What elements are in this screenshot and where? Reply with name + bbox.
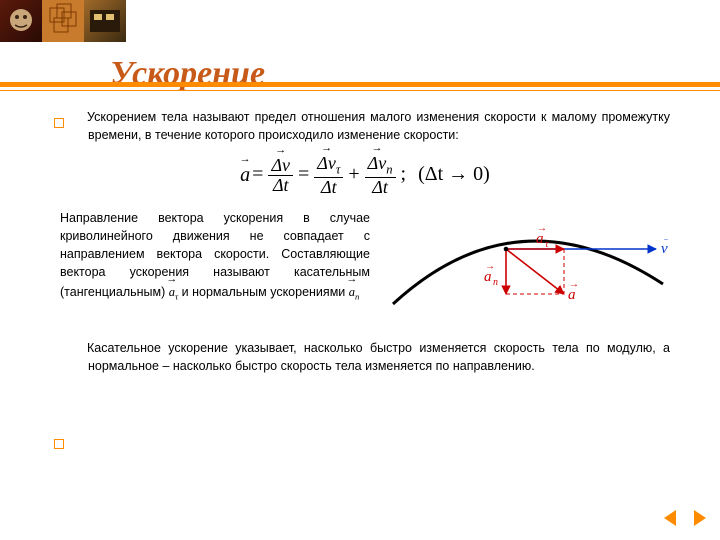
acceleration-diagram: v→a→τa→na→: [388, 209, 668, 329]
normal-symbol: an: [349, 285, 360, 299]
bullet-1: [54, 118, 64, 128]
direction-paragraph: Направление вектора ускорения в случае к…: [60, 209, 370, 304]
slide-body: Ускорением тела называют предел отношени…: [60, 108, 670, 383]
tangential-symbol: aτ: [169, 285, 178, 299]
para1-rest: тела называют предел отношения малого из…: [88, 110, 670, 142]
svg-text:n: n: [493, 277, 498, 288]
definition-paragraph: Ускорением тела называют предел отношени…: [60, 108, 670, 144]
svg-text:τ: τ: [545, 239, 549, 250]
summary-paragraph: Касательное ускорение указывает, насколь…: [60, 339, 670, 375]
header-thumbnails: [0, 0, 126, 42]
para2-b: и нормальным ускорениями: [182, 285, 349, 299]
header-thumb-1: [0, 0, 42, 42]
header-thumb-2: [42, 0, 84, 42]
header-thumb-3: [84, 0, 126, 42]
title-underline: [0, 82, 720, 94]
next-slide-button[interactable]: [688, 508, 710, 528]
svg-text:→: →: [569, 279, 579, 290]
svg-text:→: →: [662, 233, 668, 244]
acceleration-formula: a = ΔvΔt = ΔvτΔt + ΔvnΔt ; (Δt → 0): [60, 152, 670, 197]
prev-slide-button[interactable]: [660, 508, 682, 528]
svg-text:→: →: [537, 223, 547, 234]
bullet-2: [54, 439, 64, 449]
para1-lead: Ускорением: [87, 110, 156, 124]
svg-text:→: →: [485, 261, 495, 272]
